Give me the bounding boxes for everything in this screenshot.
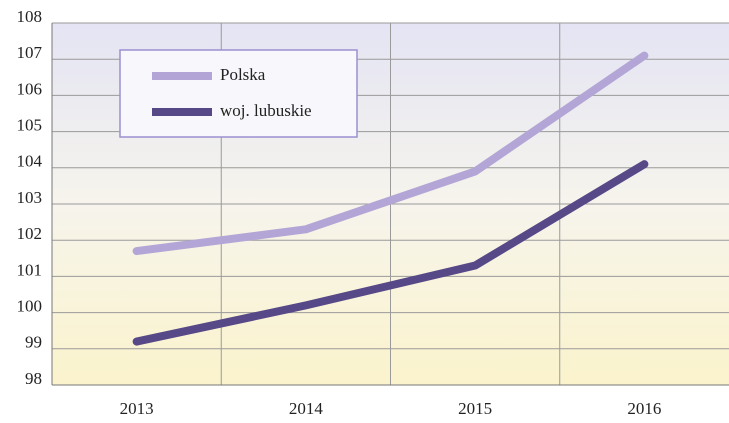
x-tick-label: 2015 — [458, 399, 492, 418]
y-tick-label: 103 — [17, 188, 43, 207]
legend-label: woj. lubuskie — [220, 101, 312, 120]
x-tick-label: 2016 — [627, 399, 661, 418]
y-tick-label: 102 — [17, 224, 43, 243]
y-tick-label: 100 — [17, 297, 43, 316]
series-line — [132, 160, 649, 346]
x-tick-label: 2013 — [120, 399, 154, 418]
legend-label: Polska — [220, 65, 266, 84]
legend-box — [119, 49, 358, 138]
y-tick-label: 99 — [25, 333, 42, 352]
y-tick-label: 108 — [17, 7, 43, 26]
y-tick-label: 106 — [17, 79, 43, 98]
y-tick-label: 107 — [17, 43, 43, 62]
y-tick-label: 104 — [17, 152, 43, 171]
series-line — [132, 51, 649, 256]
x-tick-label: 2014 — [289, 399, 324, 418]
y-tick-label: 101 — [17, 260, 43, 279]
y-tick-label: 98 — [25, 369, 42, 388]
y-tick-label: 105 — [17, 116, 43, 135]
